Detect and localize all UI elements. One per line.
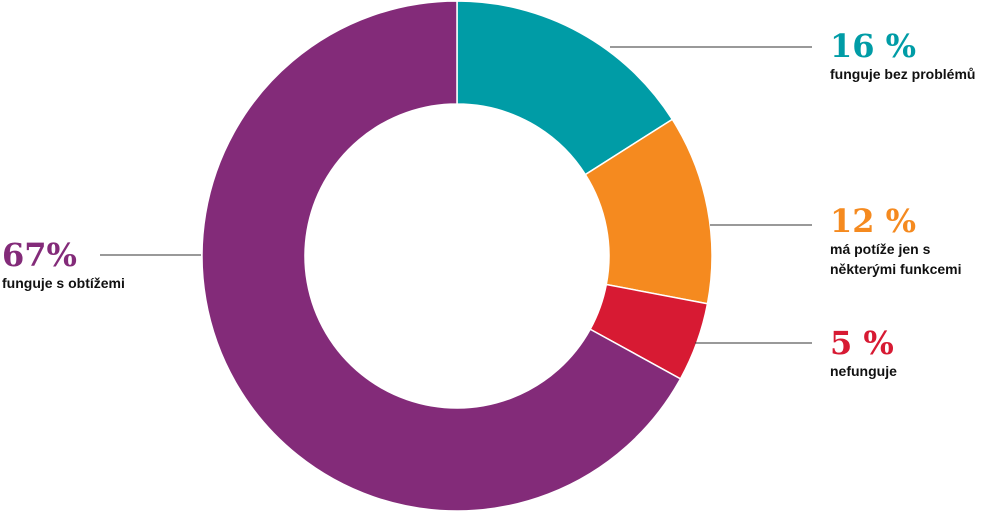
category-label: má potíže jen s některými funkcemi — [830, 241, 962, 277]
slice — [201, 0, 682, 511]
value-label: 5 % — [830, 324, 894, 362]
slice — [456, 0, 674, 176]
value-label: 16 % — [830, 27, 917, 65]
category-label: nefunguje — [830, 363, 897, 379]
value-label: 12 % — [830, 202, 917, 240]
category-label: funguje bez problémů — [830, 66, 976, 82]
value-label: 67% — [2, 236, 77, 274]
category-label: funguje s obtížemi — [2, 275, 125, 291]
